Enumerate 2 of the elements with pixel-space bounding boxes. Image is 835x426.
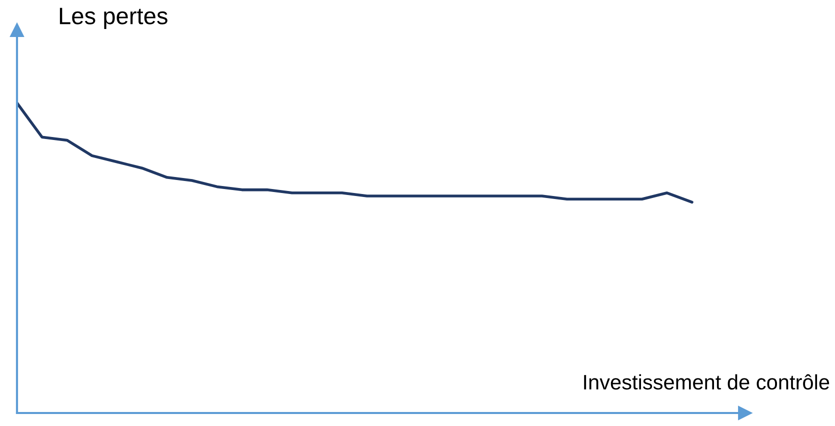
y-axis-title: Les pertes bbox=[60, 8, 168, 30]
x-axis-title: Investissement de contrôle bbox=[584, 374, 830, 390]
